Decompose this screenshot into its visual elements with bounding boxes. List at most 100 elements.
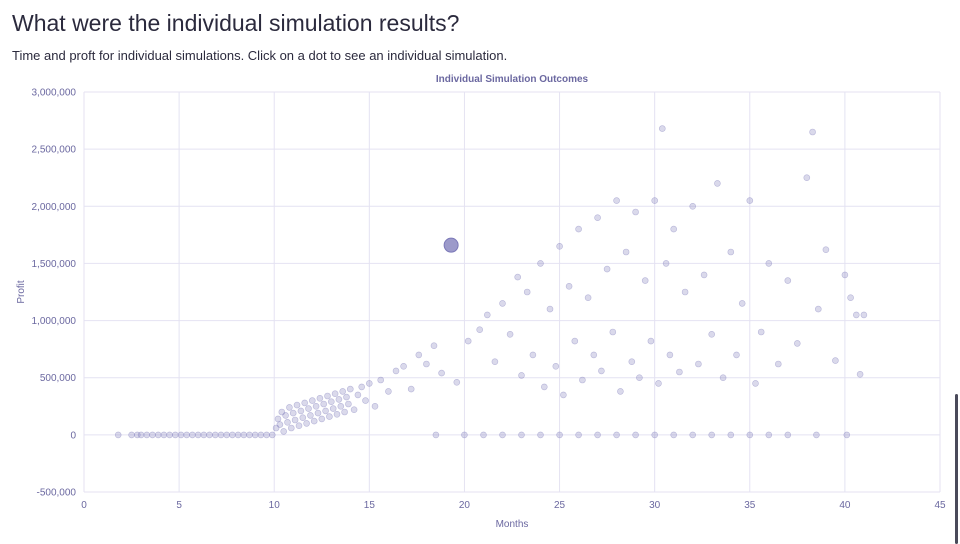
scatter-point[interactable] (295, 422, 303, 430)
scatter-point[interactable] (727, 431, 735, 439)
scatter-point[interactable] (423, 360, 430, 368)
scatter-point[interactable] (335, 396, 343, 403)
scatter-point[interactable] (695, 360, 702, 368)
scatter-point[interactable] (229, 431, 236, 439)
scatter-point[interactable] (814, 305, 822, 313)
scatter-point[interactable] (529, 351, 537, 359)
scatter-point[interactable] (841, 271, 849, 279)
scatter-point[interactable] (314, 409, 322, 417)
scatter-point[interactable] (491, 358, 499, 366)
scatter-point[interactable] (263, 431, 270, 439)
page-scrollbar[interactable] (955, 394, 958, 544)
scatter-point[interactable] (793, 340, 801, 347)
scatter-point[interactable] (318, 415, 326, 423)
scatter-point[interactable] (765, 431, 773, 439)
scatter-point[interactable] (803, 174, 811, 181)
scatter-point[interactable] (149, 431, 156, 439)
scatter-point[interactable] (523, 288, 531, 296)
scatter-point[interactable] (813, 431, 820, 439)
scatter-point[interactable] (560, 391, 567, 399)
scatter-point[interactable] (784, 431, 792, 439)
scatter-point[interactable] (284, 418, 291, 426)
scatter-point[interactable] (733, 351, 740, 359)
scatter-point[interactable] (651, 431, 659, 439)
scatter-point[interactable] (234, 431, 242, 439)
scatter-point[interactable] (137, 431, 145, 439)
scatter-point[interactable] (430, 342, 438, 350)
scatter-point[interactable] (432, 431, 440, 439)
scatter-point[interactable] (320, 400, 328, 408)
scatter-point[interactable] (540, 383, 548, 391)
scatter-point[interactable] (832, 357, 839, 364)
scatter-point[interactable] (278, 408, 286, 416)
scatter-point[interactable] (575, 225, 582, 233)
scatter-point[interactable] (307, 412, 314, 419)
scatter-point[interactable] (327, 398, 335, 406)
scatter-point[interactable] (738, 300, 746, 307)
scatter-point[interactable] (752, 380, 759, 387)
scatter-point[interactable] (556, 431, 563, 439)
scatter-point[interactable] (299, 414, 307, 422)
scatter-point[interactable] (274, 415, 282, 423)
scatter-point[interactable] (714, 180, 721, 187)
scatter-point[interactable] (655, 380, 662, 387)
scatter-point[interactable] (594, 431, 601, 439)
scatter-point[interactable] (598, 367, 605, 375)
scatter-point[interactable] (200, 431, 208, 439)
scatter-point[interactable] (365, 380, 373, 387)
scatter-point[interactable] (641, 277, 649, 284)
scatter-point[interactable] (310, 417, 318, 425)
scatter-point[interactable] (552, 362, 560, 370)
scatter-point[interactable] (746, 197, 754, 204)
scatter-point[interactable] (613, 197, 620, 204)
scatter-point[interactable] (670, 431, 678, 439)
scatter-point[interactable] (377, 376, 385, 384)
scatter-point[interactable] (658, 125, 666, 132)
scatter-point[interactable] (324, 392, 331, 400)
scatter-point[interactable] (476, 326, 484, 334)
scatter-point[interactable] (143, 431, 151, 439)
scatter-point[interactable] (346, 385, 354, 393)
scatter-point[interactable] (757, 328, 765, 336)
scatter-point[interactable] (316, 394, 324, 402)
scatter-point[interactable] (632, 431, 639, 439)
scatter-point[interactable] (632, 208, 639, 216)
scatter-point[interactable] (784, 277, 792, 284)
scatter-point[interactable] (438, 369, 445, 377)
highlighted-point[interactable] (443, 237, 459, 253)
scatter-point[interactable] (282, 412, 289, 419)
scatter-point[interactable] (537, 431, 544, 439)
scatter-point[interactable] (415, 351, 423, 359)
scatter-point[interactable] (546, 305, 554, 313)
scatter-point[interactable] (172, 431, 179, 439)
scatter-point[interactable] (609, 328, 617, 336)
scatter-point[interactable] (666, 351, 674, 359)
scatter-point[interactable] (154, 431, 162, 439)
scatter-point[interactable] (514, 273, 522, 281)
scatter-point[interactable] (651, 197, 659, 204)
scatter-point[interactable] (579, 376, 586, 384)
scatter-point[interactable] (251, 431, 259, 439)
scatter-point[interactable] (584, 294, 592, 301)
scatter-point[interactable] (647, 337, 655, 345)
scatter-point[interactable] (774, 360, 782, 368)
scatter-point[interactable] (217, 431, 225, 439)
scatter-point[interactable] (177, 431, 185, 439)
scatter-point[interactable] (297, 407, 305, 415)
scatter-point[interactable] (708, 330, 716, 338)
scatter-point[interactable] (575, 431, 582, 439)
scatter-point[interactable] (400, 362, 407, 370)
scatter-point[interactable] (341, 408, 348, 416)
scatter-point[interactable] (339, 388, 347, 395)
scatter-point[interactable] (407, 385, 415, 393)
scatter-point[interactable] (681, 288, 689, 296)
scatter-point[interactable] (727, 248, 735, 256)
scatter-point[interactable] (128, 431, 135, 439)
scatter-point[interactable] (613, 431, 620, 439)
scatter-point[interactable] (809, 128, 816, 136)
scatter-point[interactable] (240, 431, 248, 439)
scatter-point[interactable] (333, 410, 341, 418)
scatter-point[interactable] (499, 300, 506, 307)
scatter-point[interactable] (350, 406, 358, 414)
scatter-point[interactable] (268, 431, 276, 439)
